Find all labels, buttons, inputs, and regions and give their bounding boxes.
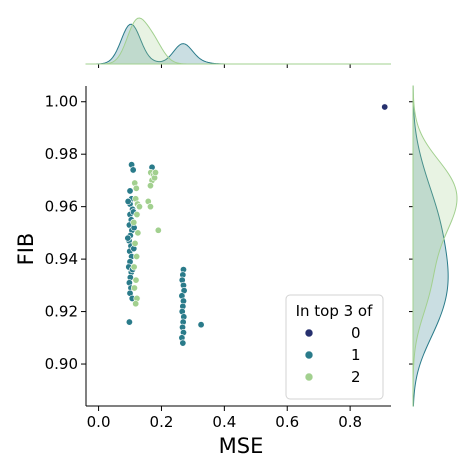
tick-marks: 0.0 0.2 0.4 0.6 0.8 0.90 0.92 0.94 0.96 0.98 1.00	[45, 93, 362, 431]
y-tick-label: 0.92	[45, 303, 78, 321]
scatter-point-series-1	[179, 339, 187, 347]
y-tick-label: 1.00	[45, 93, 78, 111]
x-tick-label: 0.0	[87, 413, 111, 431]
legend-label-1: 1	[351, 346, 361, 364]
scatter-point-series-2	[131, 239, 139, 247]
scatter-point-series-2	[146, 182, 154, 190]
scatter-point-series-2	[132, 276, 140, 284]
scatter-point-series-2	[130, 218, 138, 226]
scatter-point-series-2	[133, 211, 141, 219]
x-tick-label: 0.2	[150, 413, 174, 431]
legend-entries: 0 1 2	[304, 324, 361, 386]
top-marginal-kde	[85, 17, 391, 68]
top-kde-series-2	[85, 17, 391, 65]
right-kde-series-2	[412, 85, 458, 407]
legend-label-0: 0	[351, 324, 361, 342]
legend-marker-0	[304, 328, 314, 338]
legend-title: In top 3 of	[296, 302, 374, 320]
scatter-point-series-0	[381, 103, 389, 111]
y-tick-label: 0.94	[45, 250, 78, 268]
scatter-point-series-1	[125, 318, 133, 326]
x-tick-label: 0.4	[212, 413, 236, 431]
x-tick-label: 0.8	[338, 413, 362, 431]
right-marginal-kde	[409, 85, 458, 407]
y-axis-title: FIB	[14, 233, 38, 266]
x-axis-title: MSE	[219, 434, 264, 458]
legend-marker-1	[304, 350, 314, 360]
legend-label-2: 2	[351, 368, 361, 386]
scatter-point-series-1	[124, 234, 132, 242]
legend: In top 3 of 0 1 2	[285, 294, 384, 400]
scatter-point-series-2	[146, 203, 154, 211]
y-tick-label: 0.96	[45, 198, 78, 216]
y-tick-label: 0.98	[45, 145, 78, 163]
scatter-point-series-2	[134, 229, 142, 237]
scatter-point-series-2	[132, 184, 140, 192]
scatter-point-series-1	[126, 187, 134, 195]
scatter-point-series-1	[124, 197, 132, 205]
scatter-point-series-1	[197, 321, 205, 329]
scatter-point-series-2	[151, 169, 159, 177]
scatter-point-series-2	[154, 226, 162, 234]
right-kde-series-1	[412, 85, 449, 407]
scatter-point-series-2	[135, 203, 143, 211]
main-axes	[85, 86, 391, 407]
scatter-point-series-2	[130, 284, 138, 292]
scatter-point-series-2	[132, 300, 140, 308]
legend-marker-2	[304, 372, 314, 382]
scatter-point-series-2	[130, 263, 138, 271]
scatter-point-series-2	[133, 252, 141, 260]
scatter-point-series-1	[129, 166, 137, 174]
y-tick-label: 0.90	[45, 355, 78, 373]
scatter-points	[124, 103, 389, 347]
x-tick-label: 0.6	[275, 413, 299, 431]
